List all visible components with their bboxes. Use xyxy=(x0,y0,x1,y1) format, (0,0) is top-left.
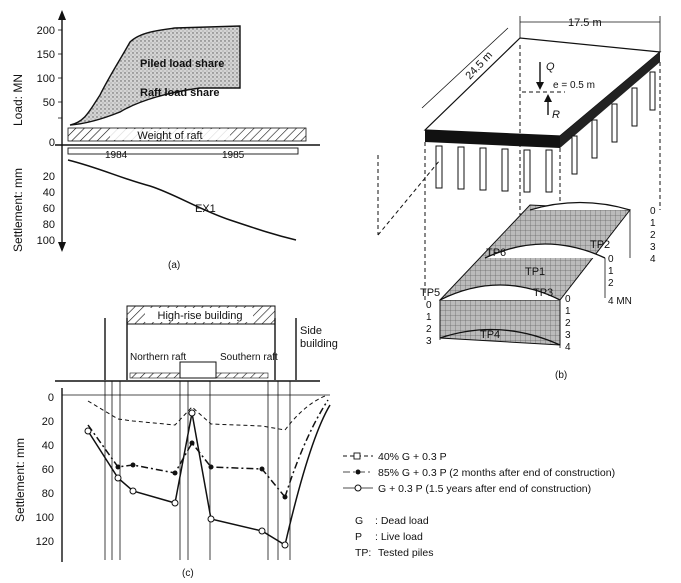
settlement-tick-c: 20 xyxy=(42,416,54,428)
curve-85g xyxy=(87,424,286,498)
pile-label-tp6: TP6 xyxy=(486,247,506,259)
scale-tick: 1 xyxy=(426,312,432,323)
caption-c: (c) xyxy=(182,568,194,579)
scale-tick: 0 xyxy=(650,206,656,217)
pile-load-share-area xyxy=(69,25,241,126)
load-tick: 50 xyxy=(43,97,55,109)
pile-label-tp1: TP1 xyxy=(525,266,545,278)
scale-tick: 1 xyxy=(650,218,656,229)
settlement-tick-c: 60 xyxy=(42,464,54,476)
panel-a: Load: MN 200 150 100 50 0 Piled load sha… xyxy=(11,10,320,271)
scale-tick: 4 xyxy=(650,254,656,265)
scale-tick: 0 xyxy=(608,254,614,265)
pile-label-tp3: TP3 xyxy=(533,287,553,299)
ex1-curve xyxy=(67,159,297,241)
settlement-tick: 100 xyxy=(37,235,55,247)
load-tick: 150 xyxy=(37,49,55,61)
settlement-tick-c: 0 xyxy=(48,392,54,404)
ex1-label: EX1 xyxy=(195,203,216,215)
panel-c: High-rise building Side Side building bu… xyxy=(13,305,338,579)
load-r: R xyxy=(552,109,560,121)
notation-p-symbol: P xyxy=(355,531,362,543)
settlement-tick: 80 xyxy=(43,219,55,231)
curve-40g xyxy=(87,400,286,431)
scale-tick: 3 xyxy=(650,242,656,253)
scale-tick: 0 xyxy=(426,300,432,311)
raft-side xyxy=(560,52,660,148)
pile-label-tp2: TP2 xyxy=(590,239,610,251)
settlement-tick: 20 xyxy=(43,171,55,183)
scale-tick: 3 xyxy=(565,330,571,341)
scale-tick: 2 xyxy=(426,324,432,335)
load-axis-label: Load: MN xyxy=(11,74,25,126)
unit-label: 4 MN xyxy=(608,296,632,307)
scale-tick: 4 xyxy=(565,342,571,353)
load-q: Q xyxy=(546,61,555,73)
scale-tick: 2 xyxy=(565,318,571,329)
scale-tick: 2 xyxy=(608,278,614,289)
pile-share-label: Piled load share xyxy=(140,58,224,70)
panel-b: 17.5 m 24.5 m Q e = 0.5 m R xyxy=(377,16,662,381)
northern-raft-label: Northern raft xyxy=(130,352,186,363)
scale-tick: 2 xyxy=(650,230,656,241)
eccentricity: e = 0.5 m xyxy=(553,80,595,91)
raft-front xyxy=(425,130,560,148)
settlement-axis-label-c: Settlement: mm xyxy=(13,438,27,522)
svg-text:building: building xyxy=(300,338,338,350)
time-bar xyxy=(67,147,299,155)
notation-tp-symbol: TP: xyxy=(355,547,371,559)
legend: 40% G + 0.3 P 85% G + 0.3 P (2 months af… xyxy=(343,451,615,559)
load-tick: 200 xyxy=(37,25,55,37)
settlement-tick: 60 xyxy=(43,203,55,215)
scale-tick: 1 xyxy=(608,266,614,277)
year-1985: 1985 xyxy=(222,150,245,161)
section-guides xyxy=(104,381,291,560)
year-1984: 1984 xyxy=(105,150,128,161)
settlement-axis-label-a: Settlement: mm xyxy=(11,168,25,252)
legend-item-1: 40% G + 0.3 P xyxy=(378,451,447,463)
legend-item-3: G + 0.3 P (1.5 years after end of constr… xyxy=(378,483,591,495)
dim-width: 17.5 m xyxy=(568,17,602,29)
raft-weight-label: Weight of raft xyxy=(137,130,202,142)
load-tick: 100 xyxy=(37,73,55,85)
settlement-tick-c: 120 xyxy=(36,536,54,548)
notation-g-meaning: : Dead load xyxy=(375,515,429,527)
building-label: High-rise building xyxy=(158,310,243,322)
settlement-tick: 40 xyxy=(43,187,55,199)
caption-b: (b) xyxy=(555,370,567,381)
scale-tick: 0 xyxy=(565,294,571,305)
caption-a: (a) xyxy=(168,260,180,271)
piles xyxy=(435,71,656,193)
pile-label-tp5: TP5 xyxy=(420,287,440,299)
pile-label-tp4: TP4 xyxy=(480,329,500,341)
notation-tp-meaning: Tested piles xyxy=(378,547,433,559)
scale-tick: 3 xyxy=(426,336,432,347)
settlement-tick-c: 80 xyxy=(42,488,54,500)
legend-item-2: 85% G + 0.3 P (2 months after end of con… xyxy=(378,467,615,479)
load-tick: 0 xyxy=(49,137,55,149)
raft-share-label: Raft load share xyxy=(140,87,219,99)
notation-g-symbol: G xyxy=(355,515,363,527)
load-distribution-3d xyxy=(438,201,631,348)
settlement-tick-c: 40 xyxy=(42,440,54,452)
notation-p-meaning: : Live load xyxy=(375,531,423,543)
side-building-label-line1: Side xyxy=(300,325,322,337)
scale-tick: 1 xyxy=(565,306,571,317)
settlement-tick-c: 100 xyxy=(36,512,54,524)
southern-raft-label: Southern raft xyxy=(220,352,278,363)
